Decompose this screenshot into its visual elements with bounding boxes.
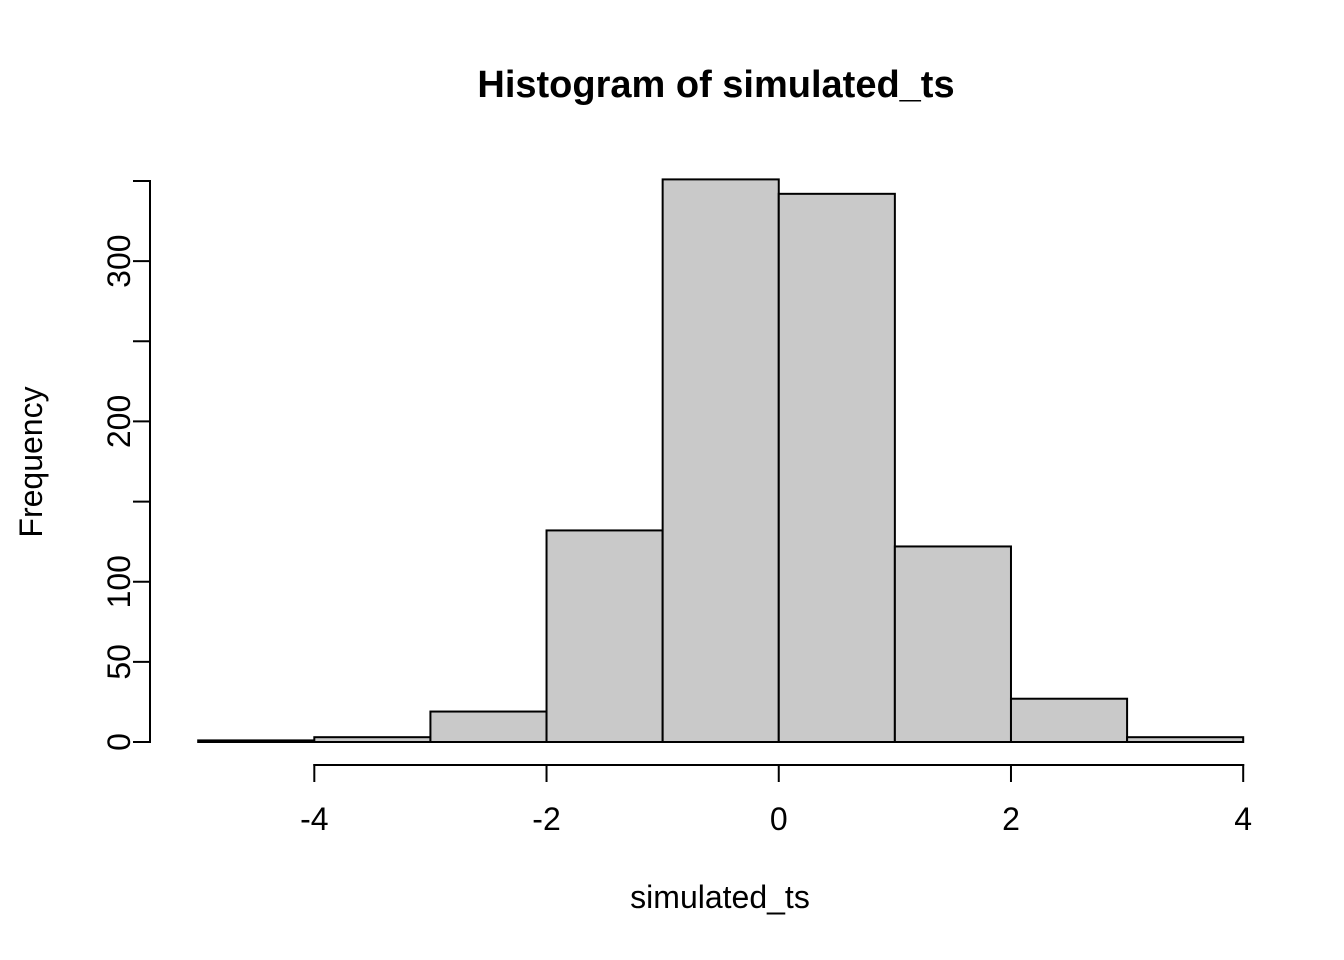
y-tick-label: 100 (101, 555, 137, 608)
histogram-bar (661, 178, 780, 743)
histogram-bar (777, 192, 896, 743)
axes-layer: -4 -2 0 2 4 0 50 100 200 300 (101, 180, 1252, 837)
histogram-bar (545, 529, 664, 743)
x-axis-title: simulated_ts (630, 879, 810, 915)
y-tick-label: 50 (101, 644, 137, 680)
y-axis-title: Frequency (13, 386, 49, 537)
histogram-bar (1009, 697, 1129, 743)
y-tick-label: 200 (101, 395, 137, 448)
histogram-bar (313, 736, 432, 743)
x-tick-label: 0 (770, 801, 788, 837)
y-tick-label: 300 (101, 234, 137, 287)
y-tick-label: 0 (101, 733, 137, 751)
x-tick-label: 2 (1002, 801, 1020, 837)
x-tick-label: -4 (300, 801, 328, 837)
histogram-bar (197, 739, 316, 744)
bars-layer (197, 178, 1245, 744)
histogram-bar (1126, 736, 1245, 743)
x-tick-label: -2 (532, 801, 560, 837)
x-tick-label: 4 (1234, 801, 1252, 837)
histogram-bar (429, 710, 548, 744)
chart-title: Histogram of simulated_ts (477, 64, 954, 106)
histogram-bar (893, 545, 1012, 743)
